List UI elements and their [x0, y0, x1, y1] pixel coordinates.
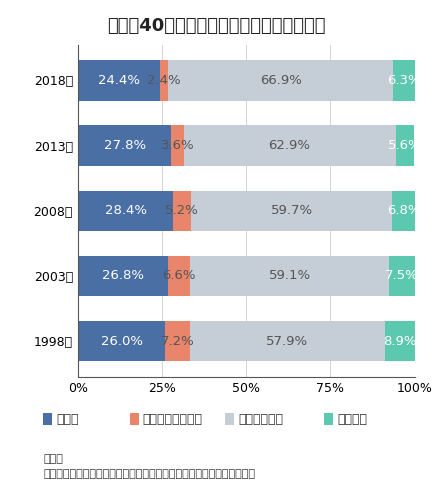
Text: 5.2%: 5.2% — [165, 204, 199, 217]
Bar — [396, 125, 414, 166]
Text: 6.8%: 6.8% — [387, 204, 420, 217]
Text: 民間賃貸住宅: 民間賃貸住宅 — [238, 413, 283, 426]
Bar — [78, 190, 174, 231]
Text: 6.6%: 6.6% — [162, 269, 196, 282]
Text: 若者（40歳未満）の住宅の所有関係の推移: 若者（40歳未満）の住宅の所有関係の推移 — [107, 17, 325, 35]
Text: 資料）: 資料） — [43, 454, 63, 464]
Bar — [191, 256, 389, 296]
Bar — [190, 321, 385, 361]
Bar — [168, 61, 394, 101]
Text: 給与住宅: 給与住宅 — [337, 413, 367, 426]
Text: 26.8%: 26.8% — [102, 269, 144, 282]
Bar — [385, 321, 415, 361]
Text: 総務省「住宅統計調査」、「住宅・土地統計調査」より国土交通省作成: 総務省「住宅統計調査」、「住宅・土地統計調査」より国土交通省作成 — [43, 469, 255, 479]
Bar — [165, 321, 190, 361]
Bar — [191, 190, 392, 231]
Text: 24.4%: 24.4% — [98, 74, 140, 87]
Text: 62.9%: 62.9% — [269, 139, 311, 152]
Text: 28.4%: 28.4% — [105, 204, 146, 217]
Text: 59.1%: 59.1% — [269, 269, 311, 282]
Text: 57.9%: 57.9% — [266, 335, 308, 348]
Bar — [78, 256, 168, 296]
Bar — [392, 190, 415, 231]
Text: 公社・公団・公営: 公社・公団・公営 — [143, 413, 203, 426]
Bar — [394, 61, 415, 101]
Text: 5.6%: 5.6% — [388, 139, 422, 152]
Text: 27.8%: 27.8% — [104, 139, 146, 152]
Text: 26.0%: 26.0% — [101, 335, 143, 348]
Text: 66.9%: 66.9% — [260, 74, 302, 87]
Bar — [174, 190, 191, 231]
Bar — [389, 256, 415, 296]
Bar — [160, 61, 168, 101]
Bar — [184, 125, 396, 166]
Bar — [78, 125, 172, 166]
Text: 持ち家: 持ち家 — [57, 413, 79, 426]
Bar — [172, 125, 184, 166]
Text: 6.3%: 6.3% — [388, 74, 421, 87]
Text: 8.9%: 8.9% — [383, 335, 416, 348]
Bar — [78, 321, 165, 361]
Text: 7.5%: 7.5% — [385, 269, 419, 282]
Text: 59.7%: 59.7% — [270, 204, 313, 217]
Text: 7.2%: 7.2% — [161, 335, 194, 348]
Text: 2.4%: 2.4% — [147, 74, 181, 87]
Bar — [168, 256, 191, 296]
Bar — [78, 61, 160, 101]
Text: 3.6%: 3.6% — [161, 139, 194, 152]
